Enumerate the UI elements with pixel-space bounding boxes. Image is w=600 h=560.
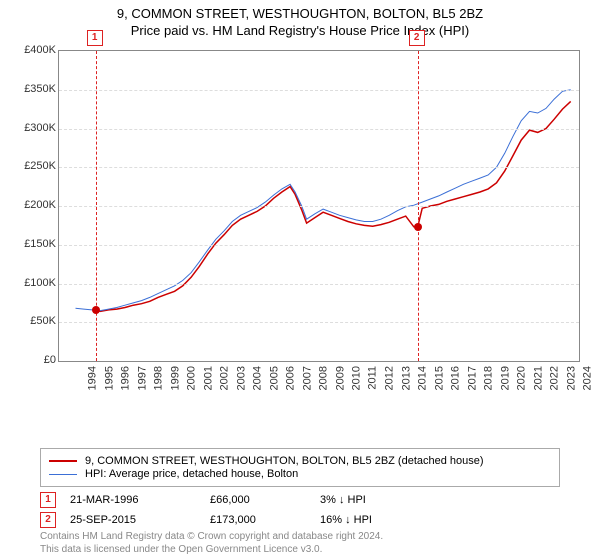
legend-label: 9, COMMON STREET, WESTHOUGHTON, BOLTON, … xyxy=(85,455,484,467)
footer-line: Contains HM Land Registry data © Crown c… xyxy=(40,530,383,543)
y-tick-label: £100K xyxy=(12,277,56,289)
x-tick-label: 1996 xyxy=(120,366,132,390)
event-point-icon xyxy=(92,306,100,314)
x-tick-label: 2023 xyxy=(565,366,577,390)
x-tick-label: 2016 xyxy=(450,366,462,390)
x-tick-label: 2002 xyxy=(219,366,231,390)
y-gridline xyxy=(59,90,579,91)
y-tick-label: £400K xyxy=(12,44,56,56)
y-gridline xyxy=(59,206,579,207)
x-tick-label: 2011 xyxy=(366,366,378,390)
x-tick-label: 2000 xyxy=(186,366,198,390)
x-tick-label: 2010 xyxy=(351,366,363,390)
title-address: 9, COMMON STREET, WESTHOUGHTON, BOLTON, … xyxy=(0,6,600,21)
x-tick-label: 1998 xyxy=(153,366,165,390)
y-gridline xyxy=(59,322,579,323)
x-tick-label: 2020 xyxy=(516,366,528,390)
legend-swatch xyxy=(49,460,77,462)
event-vline xyxy=(96,51,97,361)
event-point-icon xyxy=(414,223,422,231)
event-marker-icon: 2 xyxy=(40,512,56,528)
x-tick-label: 2009 xyxy=(334,366,346,390)
x-tick-label: 2012 xyxy=(384,366,396,390)
series-line xyxy=(76,90,571,311)
event-row: 1 21-MAR-1996 £66,000 3% ↓ HPI xyxy=(40,492,570,508)
x-tick-label: 2008 xyxy=(318,366,330,390)
chart-container: 9, COMMON STREET, WESTHOUGHTON, BOLTON, … xyxy=(0,0,600,560)
legend-row: 9, COMMON STREET, WESTHOUGHTON, BOLTON, … xyxy=(49,455,551,467)
event-marker-icon: 2 xyxy=(409,30,425,46)
y-tick-label: £0 xyxy=(12,354,56,366)
y-tick-label: £250K xyxy=(12,160,56,172)
y-gridline xyxy=(59,167,579,168)
x-tick-label: 2013 xyxy=(400,366,412,390)
footer-attribution: Contains HM Land Registry data © Crown c… xyxy=(40,530,383,556)
legend-row: HPI: Average price, detached house, Bolt… xyxy=(49,468,551,480)
x-tick-label: 2018 xyxy=(483,366,495,390)
y-tick-label: £200K xyxy=(12,199,56,211)
y-tick-label: £150K xyxy=(12,238,56,250)
x-tick-label: 2024 xyxy=(582,366,594,390)
plot-area xyxy=(58,50,580,362)
x-tick-label: 2005 xyxy=(268,366,280,390)
event-marker-icon: 1 xyxy=(87,30,103,46)
event-pct: 3% ↓ HPI xyxy=(320,494,420,506)
x-tick-label: 2007 xyxy=(301,366,313,390)
event-vline xyxy=(418,51,419,361)
y-tick-label: £350K xyxy=(12,83,56,95)
y-tick-label: £300K xyxy=(12,122,56,134)
event-price: £173,000 xyxy=(210,514,320,526)
x-tick-label: 2017 xyxy=(466,366,478,390)
event-date: 25-SEP-2015 xyxy=(70,514,210,526)
x-tick-label: 2022 xyxy=(549,366,561,390)
event-row: 2 25-SEP-2015 £173,000 16% ↓ HPI xyxy=(40,512,570,528)
y-tick-label: £50K xyxy=(12,315,56,327)
x-tick-label: 1997 xyxy=(136,366,148,390)
event-pct: 16% ↓ HPI xyxy=(320,514,420,526)
y-gridline xyxy=(59,284,579,285)
x-tick-label: 2003 xyxy=(235,366,247,390)
x-tick-label: 2006 xyxy=(285,366,297,390)
legend-box: 9, COMMON STREET, WESTHOUGHTON, BOLTON, … xyxy=(40,448,560,487)
x-tick-label: 1995 xyxy=(103,366,115,390)
event-date: 21-MAR-1996 xyxy=(70,494,210,506)
x-tick-label: 1999 xyxy=(169,366,181,390)
x-tick-label: 2019 xyxy=(499,366,511,390)
event-price: £66,000 xyxy=(210,494,320,506)
x-tick-label: 2014 xyxy=(417,366,429,390)
x-tick-label: 2021 xyxy=(532,366,544,390)
y-gridline xyxy=(59,129,579,130)
event-marker-icon: 1 xyxy=(40,492,56,508)
legend-swatch xyxy=(49,474,77,475)
chart-area: £0 £50K £100K £150K £200K £250K £300K £350K £400… xyxy=(10,44,590,404)
x-tick-label: 2001 xyxy=(202,366,214,390)
x-tick-label: 2015 xyxy=(433,366,445,390)
legend-label: HPI: Average price, detached house, Bolt… xyxy=(85,468,298,480)
footer-line: This data is licensed under the Open Gov… xyxy=(40,543,383,556)
x-tick-label: 2004 xyxy=(252,366,264,390)
y-gridline xyxy=(59,245,579,246)
x-tick-label: 1994 xyxy=(86,366,98,390)
